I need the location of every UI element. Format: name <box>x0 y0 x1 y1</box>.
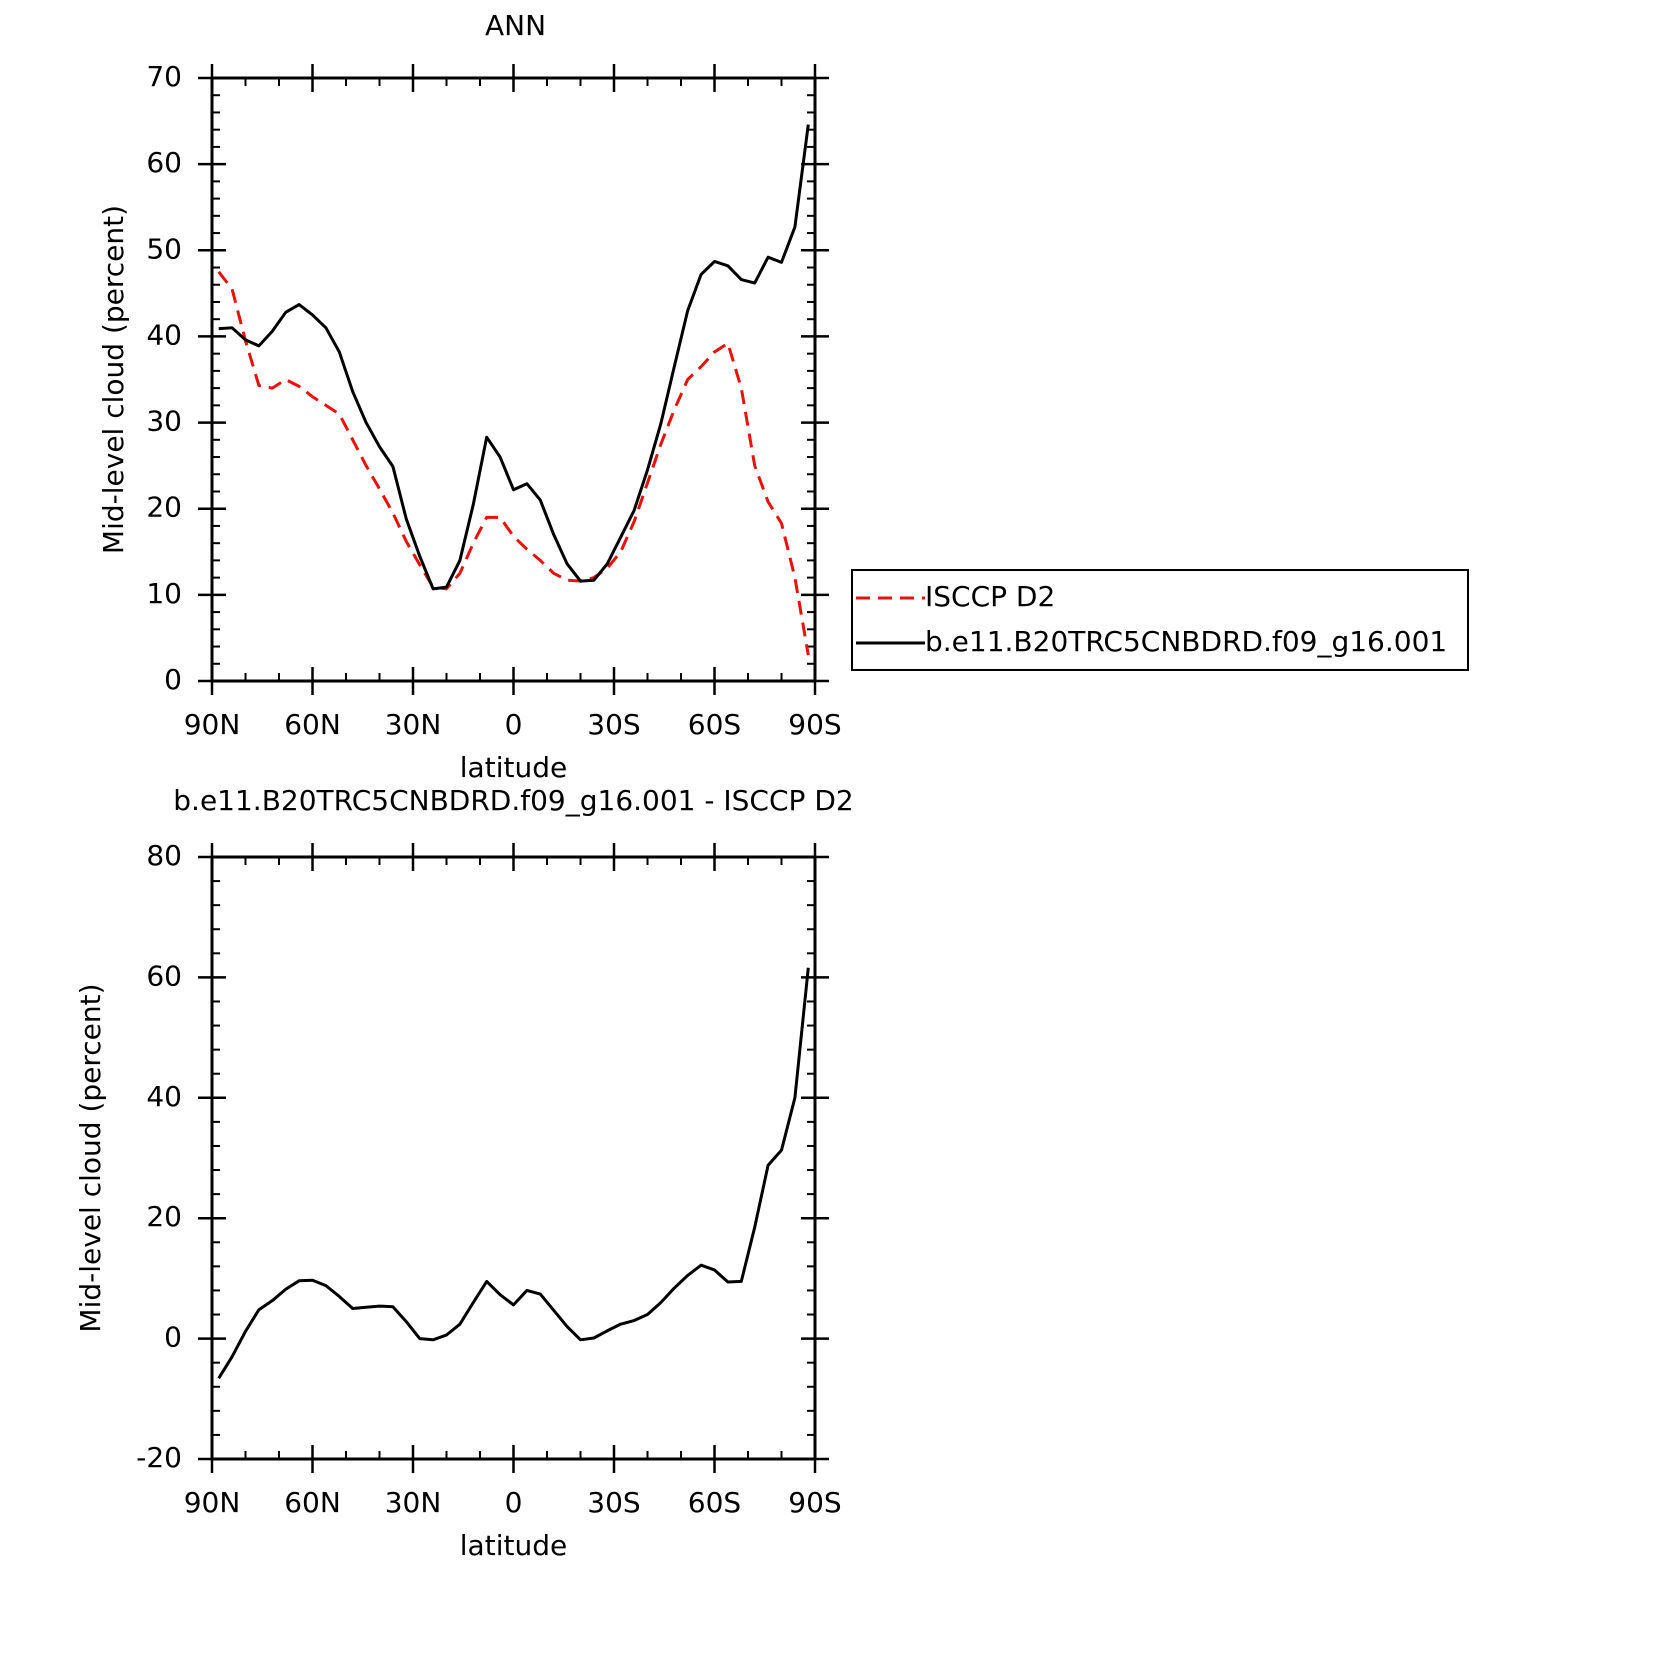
y-tick-label: 30 <box>146 405 182 438</box>
y-tick-label: 20 <box>146 491 182 524</box>
x-tick-label: 30S <box>587 1486 640 1519</box>
x-tick-label: 90S <box>788 708 841 741</box>
chart-title: b.e11.B20TRC5CNBDRD.f09_g16.001 - ISCCP … <box>173 784 853 817</box>
x-tick-label: 60S <box>688 708 741 741</box>
x-tick-label: 30N <box>385 1486 442 1519</box>
y-tick-label: 80 <box>146 839 182 872</box>
x-tick-label: 0 <box>505 708 523 741</box>
legend-box <box>851 569 1469 671</box>
y-tick-label: 70 <box>146 60 182 93</box>
x-axis-label: latitude <box>460 1529 567 1562</box>
legend-label: b.e11.B20TRC5CNBDRD.f09_g16.001 <box>925 625 1447 658</box>
x-tick-label: 60N <box>284 1486 341 1519</box>
x-tick-label: 0 <box>505 1486 523 1519</box>
chart-title: ANN <box>485 9 546 42</box>
x-tick-label: 60N <box>284 708 341 741</box>
y-tick-label: 50 <box>146 232 182 265</box>
x-tick-label: 90S <box>788 1486 841 1519</box>
x-tick-label: 30N <box>385 708 442 741</box>
x-tick-label: 90N <box>184 1486 241 1519</box>
series-line <box>218 124 810 591</box>
y-tick-label: 60 <box>146 146 182 179</box>
y-tick-label: -20 <box>136 1441 182 1474</box>
x-tick-label: 30S <box>587 708 640 741</box>
legend-label: ISCCP D2 <box>925 580 1055 613</box>
y-tick-label: 40 <box>146 1080 182 1113</box>
plot-frame <box>210 76 817 683</box>
x-tick-label: 60S <box>688 1486 741 1519</box>
y-tick-label: 20 <box>146 1200 182 1233</box>
y-tick-label: 60 <box>146 959 182 992</box>
y-tick-label: 0 <box>164 663 182 696</box>
x-axis-label: latitude <box>460 751 567 784</box>
series-line <box>217 270 810 656</box>
series-line <box>217 967 810 1380</box>
y-axis-label: Mid-level cloud (percent) <box>97 205 130 554</box>
y-axis-label: Mid-level cloud (percent) <box>74 983 107 1332</box>
y-tick-label: 40 <box>146 318 182 351</box>
y-tick-label: 10 <box>146 577 182 610</box>
plot-frame <box>210 855 817 1461</box>
y-tick-label: 0 <box>164 1321 182 1354</box>
x-tick-label: 90N <box>184 708 241 741</box>
